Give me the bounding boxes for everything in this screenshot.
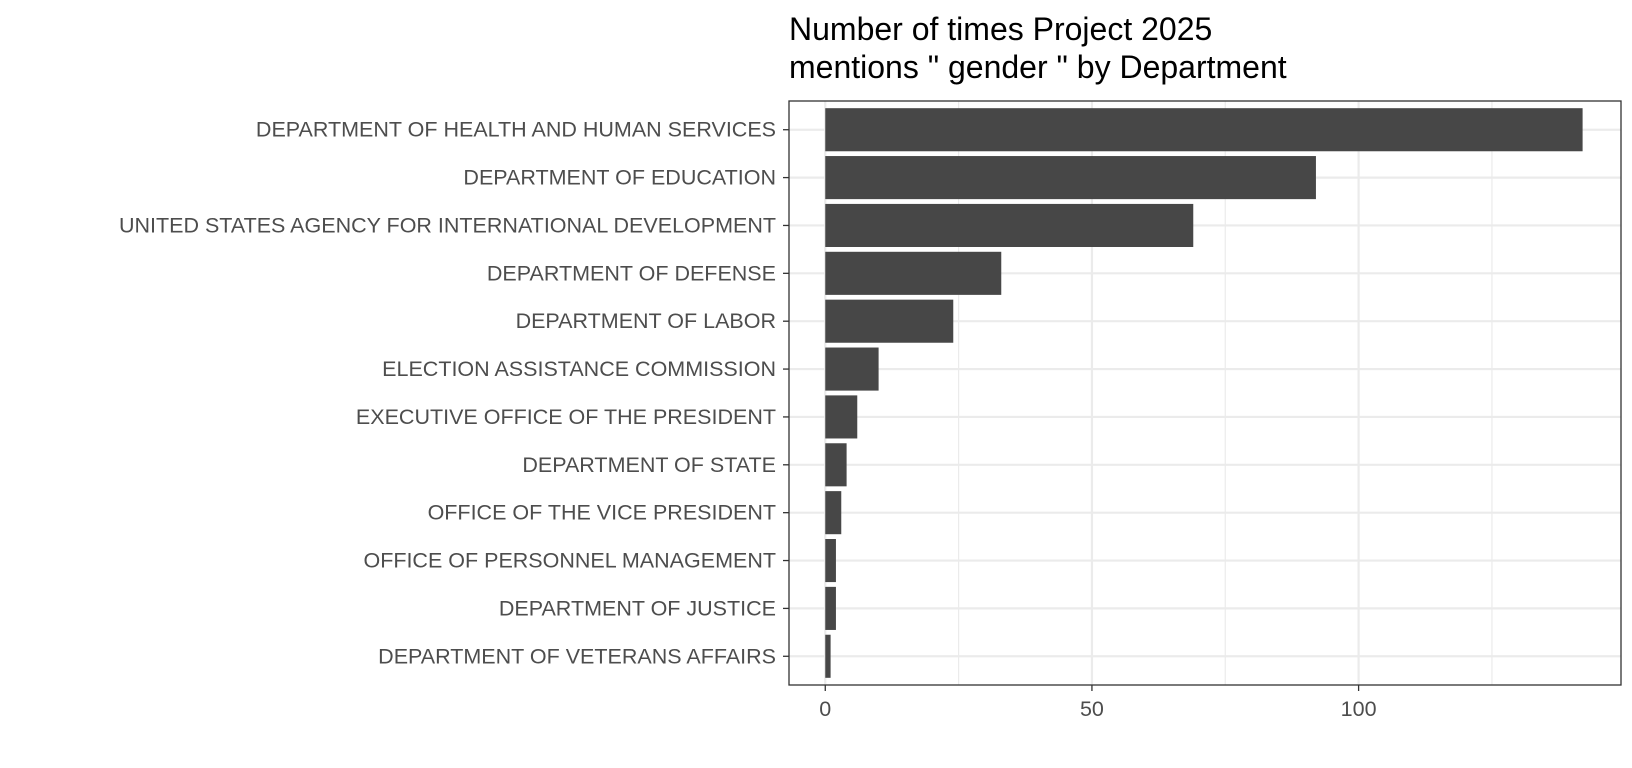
bar (825, 108, 1583, 152)
chart-title-line-1: Number of times Project 2025 (789, 11, 1212, 47)
category-label: DEPARTMENT OF VETERANS AFFAIRS (378, 644, 776, 668)
bar (825, 634, 831, 678)
bar (825, 156, 1316, 200)
bar (825, 491, 842, 535)
category-label: EXECUTIVE OFFICE OF THE PRESIDENT (356, 405, 776, 429)
chart-title-line-2: mentions " gender " by Department (789, 49, 1287, 85)
x-tick-label: 0 (819, 697, 831, 721)
x-tick-label: 100 (1341, 697, 1377, 721)
bar (825, 203, 1194, 247)
category-label: UNITED STATES AGENCY FOR INTERNATIONAL D… (119, 213, 776, 237)
x-tick-label: 50 (1080, 697, 1104, 721)
bar (825, 395, 858, 439)
plot-panel (788, 100, 1622, 686)
category-label: OFFICE OF THE VICE PRESIDENT (428, 501, 776, 525)
category-label: DEPARTMENT OF LABOR (516, 309, 776, 333)
category-label: OFFICE OF PERSONNEL MANAGEMENT (363, 549, 776, 573)
category-label: DEPARTMENT OF JUSTICE (499, 596, 776, 620)
bar (825, 443, 847, 487)
category-label: DEPARTMENT OF EDUCATION (463, 166, 776, 190)
category-label: DEPARTMENT OF HEALTH AND HUMAN SERVICES (256, 118, 776, 142)
bar (825, 586, 836, 630)
bar (825, 539, 836, 583)
y-axis: DEPARTMENT OF HEALTH AND HUMAN SERVICES D… (119, 118, 789, 668)
bars (825, 108, 1583, 678)
panel-border (788, 100, 1622, 686)
bar (825, 299, 954, 343)
bar (825, 251, 1002, 295)
category-label: ELECTION ASSISTANCE COMMISSION (382, 357, 776, 381)
chart-title: Number of times Project 2025 mentions " … (789, 11, 1287, 85)
category-label: DEPARTMENT OF STATE (522, 453, 776, 477)
bar (825, 347, 879, 391)
category-label: DEPARTMENT OF DEFENSE (487, 261, 776, 285)
x-axis: 0 50 100 (819, 685, 1377, 721)
